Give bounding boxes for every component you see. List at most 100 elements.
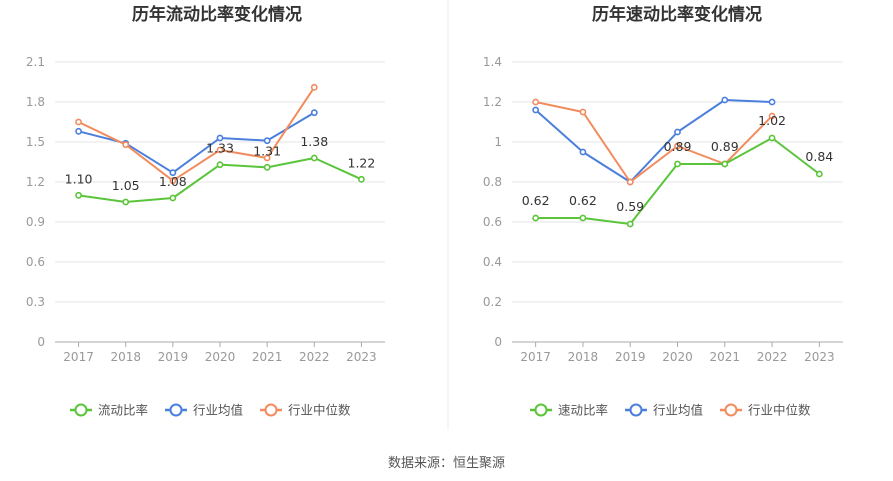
y-tick-label: 0.8 [483, 175, 502, 189]
legend-marker [74, 403, 88, 417]
chart-1: 历年流动比率变化情况 0 0.3 0.6 0.9 1.2 1.5 1.8 2.1 2017 2018… [26, 4, 385, 418]
x-tick-label: 2018 [568, 350, 599, 364]
x-tick-label: 2018 [110, 350, 141, 364]
data-point [75, 118, 82, 126]
x-tick-label: 2023 [346, 350, 377, 364]
data-point [216, 161, 224, 169]
legend-item: 速动比率 [530, 403, 608, 418]
data-point [216, 146, 224, 154]
data-point [310, 83, 318, 91]
legend-marker [629, 403, 643, 417]
data-label: 1.10 [65, 171, 93, 186]
data-point [579, 148, 587, 156]
data-point [674, 128, 681, 136]
legend-label: 行业中位数 [288, 403, 351, 418]
data-label: 1.33 [206, 141, 234, 156]
legend-item: 行业均值 [625, 403, 703, 418]
data-label: 0.89 [711, 139, 739, 154]
legend-label: 行业均值 [193, 403, 243, 418]
data-source-note: 数据来源：恒生聚源 [387, 456, 505, 471]
data-point [169, 169, 177, 177]
data-point [122, 198, 130, 206]
data-point [626, 178, 634, 186]
data-label: 0.84 [805, 149, 833, 164]
legend-item: 行业均值 [165, 403, 243, 418]
y-tick-label: 0.4 [483, 255, 502, 269]
legend-label: 速动比率 [558, 403, 608, 418]
data-point [169, 177, 177, 185]
chart-title: 历年速动比率变化情况 [592, 4, 762, 25]
data-label: 0.59 [616, 199, 644, 214]
data-point [263, 154, 271, 162]
legend-marker [534, 403, 548, 417]
y-tick-label: 0.9 [26, 215, 45, 229]
data-point [532, 106, 540, 114]
legend-label: 流动比率 [98, 403, 148, 418]
x-tick-label: 2019 [158, 350, 189, 364]
data-label: 1.38 [300, 134, 328, 149]
chart-2: 历年速动比率变化情况 0 0.2 0.4 0.6 0.8 1 1.2 1.4 2017 2018 20… [483, 4, 843, 418]
legend-marker [264, 403, 278, 417]
data-point [532, 214, 540, 222]
x-tick-label: 2021 [710, 350, 741, 364]
data-point [122, 141, 130, 149]
y-tick-label: 1.5 [26, 135, 45, 149]
data-point [263, 163, 271, 171]
data-label: 1.31 [253, 143, 281, 158]
data-point [626, 220, 634, 228]
data-point [75, 127, 82, 135]
data-point [768, 134, 776, 142]
y-tick-label: 0.6 [483, 215, 502, 229]
x-tick-label: 2019 [615, 350, 646, 364]
data-point [532, 98, 540, 106]
legend-item: 行业中位数 [720, 403, 811, 418]
y-tick-label: 0.6 [26, 255, 45, 269]
data-point [216, 134, 224, 142]
legend-item: 流动比率 [70, 403, 148, 418]
series-line [534, 99, 773, 183]
data-label: 1.05 [112, 178, 140, 193]
legend-item: 行业中位数 [260, 403, 351, 418]
x-tick-label: 2017 [520, 350, 551, 364]
data-point [815, 170, 823, 178]
data-label: 1.08 [159, 174, 187, 189]
data-point [721, 160, 729, 168]
y-tick-label: 0.3 [26, 295, 45, 309]
data-label: 1.22 [348, 155, 376, 170]
data-point [310, 109, 318, 117]
data-point [169, 194, 177, 202]
x-tick-label: 2017 [63, 350, 94, 364]
data-point [263, 137, 271, 145]
y-tick-label: 0 [37, 335, 45, 349]
data-point [674, 160, 681, 168]
y-tick-label: 1.2 [26, 175, 45, 189]
legend-marker [169, 403, 183, 417]
y-tick-label: 1.4 [483, 55, 502, 69]
legend-marker [724, 403, 738, 417]
data-label: 1.02 [758, 113, 786, 128]
data-point [674, 142, 681, 150]
series-line [535, 101, 773, 183]
y-tick-label: 0 [494, 335, 502, 349]
data-point [768, 112, 776, 120]
x-tick-label: 2023 [804, 350, 835, 364]
x-tick-label: 2020 [662, 350, 693, 364]
data-point [75, 191, 82, 199]
x-tick-label: 2020 [205, 350, 236, 364]
y-tick-label: 2.1 [26, 55, 45, 69]
y-tick-label: 1.8 [26, 95, 45, 109]
y-tick-label: 0.2 [483, 295, 502, 309]
y-tick-label: 1.2 [483, 95, 502, 109]
x-tick-label: 2021 [252, 350, 283, 364]
data-point [579, 214, 587, 222]
x-tick-label: 2022 [757, 350, 788, 364]
data-point [721, 96, 729, 104]
legend-label: 行业中位数 [748, 403, 811, 418]
series-line [78, 86, 316, 182]
y-tick-label: 1 [494, 135, 502, 149]
x-tick-label: 2022 [299, 350, 330, 364]
data-label: 0.62 [522, 193, 550, 208]
legend-label: 行业均值 [653, 403, 703, 418]
data-point [579, 108, 587, 116]
